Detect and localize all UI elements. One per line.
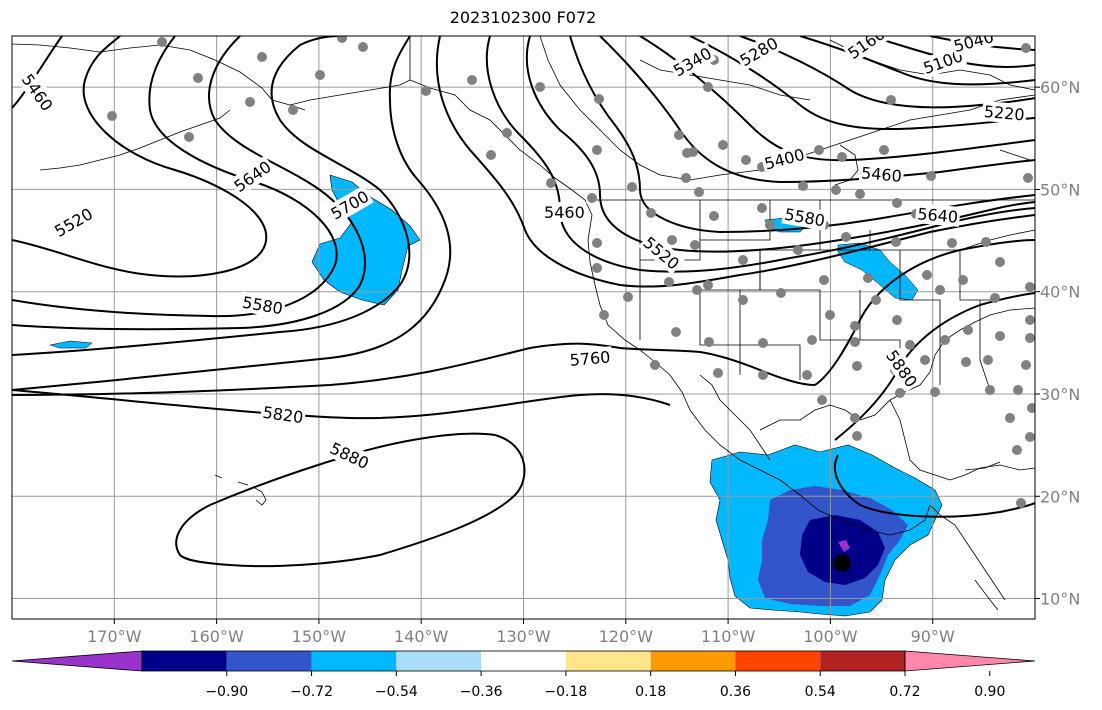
contour-label-bg	[781, 203, 829, 231]
contour-label-bg	[842, 36, 890, 64]
lon-tick-label: 90°W	[911, 627, 955, 646]
colorbar-tick-label: 0.72	[889, 684, 920, 700]
contour-label-bg	[567, 346, 613, 371]
contour-label: 5760	[567, 346, 613, 371]
lat-tick-label: 60°N	[1040, 78, 1080, 97]
lat-tick-label: 30°N	[1040, 385, 1080, 404]
colorbar-extend-right	[904, 650, 1036, 672]
contour-label: 5220	[981, 100, 1028, 125]
contour-label-bg	[881, 344, 923, 393]
colorbar-frame	[141, 650, 906, 672]
chart-title: 2023102300 F072	[449, 8, 597, 27]
lon-tick-label: 130°W	[496, 627, 551, 646]
lat-tick-label: 10°N	[1040, 590, 1080, 609]
lat-tick-label: 20°N	[1040, 487, 1080, 506]
contour-label: 5820	[259, 401, 307, 428]
colorbar-tick-label: −0.54	[375, 684, 418, 700]
contour-label-bg	[858, 162, 905, 186]
colorbar-tick-label: −0.72	[290, 684, 333, 700]
contour-label: 5460	[542, 201, 587, 222]
contour-label-bg	[668, 41, 717, 82]
contour-label-bg	[638, 231, 685, 275]
colorbar: −0.90 −0.72 −0.54 −0.36 −0.18 0.18 0.36 0.54 0.7…	[11, 650, 1036, 700]
contour-label-text: 5460	[860, 163, 902, 185]
colorbar-segment	[481, 651, 566, 671]
colorbar-segment	[142, 651, 227, 671]
contour-label-text: 5220	[983, 102, 1025, 124]
lon-tick-label: 160°W	[189, 627, 244, 646]
colorbar-extend-left	[11, 650, 143, 672]
lon-tick-label: 110°W	[701, 627, 756, 646]
contour-label-bg	[981, 100, 1028, 125]
contour-label: 5640	[915, 203, 961, 227]
colorbar-segment	[735, 651, 821, 671]
colorbar-tick-label: −0.36	[460, 684, 503, 700]
shade-mexico-dark	[800, 515, 885, 585]
map-panel: 5460552055805640570057605820588054605520…	[12, 36, 1035, 619]
lon-tick-label: 120°W	[599, 627, 654, 646]
lat-tick-label: 50°N	[1040, 180, 1080, 199]
contour-label-bg	[239, 291, 287, 319]
shade-gulf-alaska	[311, 174, 421, 306]
grid-lines	[12, 36, 1035, 619]
colorbar-segment	[820, 651, 905, 671]
shade-pacific-sliver	[49, 340, 93, 349]
colorbar-segment	[650, 651, 736, 671]
contour-label-bg	[325, 436, 374, 474]
colorbar-tick-label: 0.54	[805, 684, 836, 700]
contour-label-bg	[49, 202, 98, 242]
colorbar-segment	[396, 651, 482, 671]
contour-label-bg	[259, 401, 307, 428]
lon-tick-label: 150°W	[292, 627, 347, 646]
lon-tick-label: 100°W	[803, 627, 858, 646]
contour-label-bg	[760, 143, 809, 175]
contour-label-bg	[915, 203, 961, 227]
colorbar-tick-label: 0.36	[720, 684, 751, 700]
colorbar-tick-label: −0.18	[544, 684, 587, 700]
shade-mexico-purple	[838, 540, 850, 552]
shade-mexico-dot	[833, 554, 851, 572]
lon-tick-label: 140°W	[394, 627, 449, 646]
lat-tick-label: 40°N	[1040, 283, 1080, 302]
colorbar-tick-label: −0.90	[205, 684, 248, 700]
colorbar-tick-label: 0.18	[635, 684, 666, 700]
contour-label-bg	[325, 185, 374, 225]
contour-label-text: 5640	[917, 204, 959, 226]
colorbar-tick-label: 0.90	[974, 684, 1005, 700]
contour-label-text: 5760	[569, 347, 611, 369]
anomaly-shading	[49, 174, 943, 617]
contour-label: 5460	[858, 162, 905, 186]
axis-labels: 170°W 160°W 150°W 140°W 130°W 120°W 110°W 100°W…	[87, 78, 1080, 646]
contour-label-bg	[542, 201, 587, 222]
colorbar-segment	[226, 651, 312, 671]
colorbar-segment	[565, 651, 651, 671]
contour-label-bg	[734, 36, 783, 72]
contour-label-bg	[949, 36, 998, 57]
contour-label-bg	[228, 155, 277, 197]
contour-label-text: 5460	[544, 203, 585, 222]
colorbar-segment	[311, 651, 397, 671]
height-contours	[12, 36, 1035, 568]
contour-label-bg	[16, 68, 59, 117]
lon-tick-label: 170°W	[87, 627, 142, 646]
